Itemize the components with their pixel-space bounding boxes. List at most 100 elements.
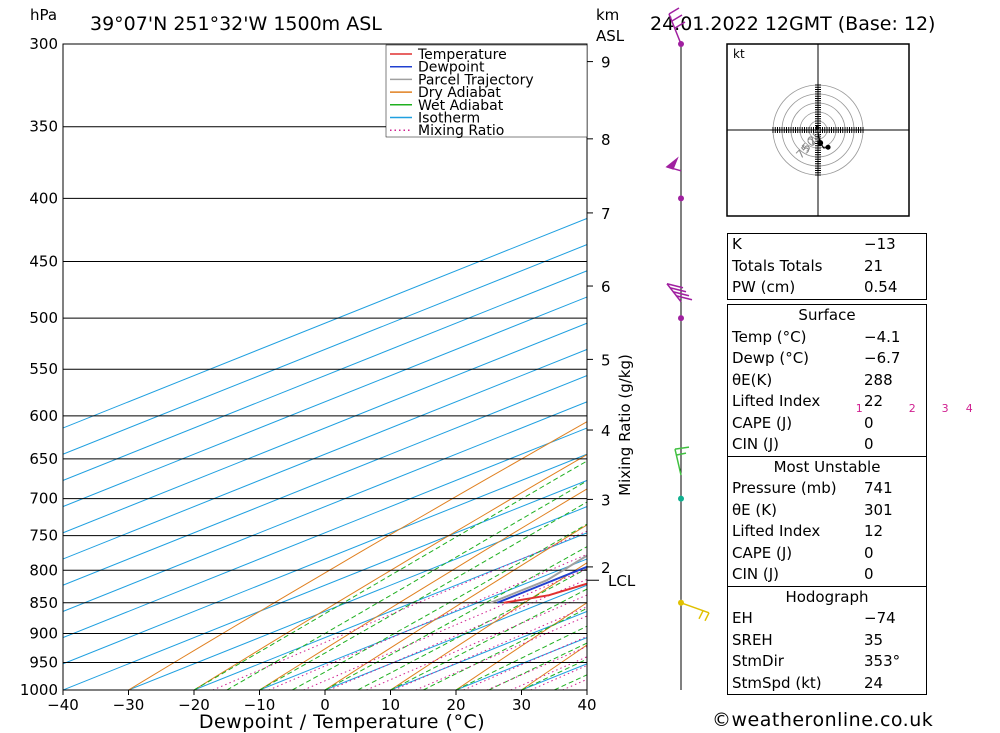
legend-entry: Dry Adiabat — [418, 85, 501, 101]
most-unstable-label: Pressure (mb) — [732, 479, 837, 497]
datetime-label: 24.01.2022 12GMT (Base: 12) — [650, 13, 935, 35]
legend-entry: Temperature — [417, 47, 507, 63]
most-unstable-value: 0 — [864, 565, 874, 583]
pressure-tick-label: 450 — [29, 253, 58, 271]
mixing-ratio-label: 3 — [942, 402, 949, 415]
mixing-ratio-label: 2 — [909, 402, 916, 415]
hodograph-rows: EH −74 SREH 35 StmDir 353° StmSpd (kt) 24 — [728, 608, 926, 694]
x-axis-title: Dewpoint / Temperature (°C) — [199, 711, 485, 733]
wind-barb — [665, 156, 682, 172]
temperature-tick-label: 0 — [320, 696, 330, 714]
most-unstable-row: CAPE (J) 0 — [728, 543, 926, 565]
wind-profile — [665, 7, 710, 690]
wind-barb-flag — [671, 14, 683, 22]
legend-entry: Parcel Trajectory — [418, 72, 534, 88]
wind-barb-feather — [666, 283, 684, 289]
wind-barb-feather — [704, 612, 710, 622]
most-unstable-rows: Pressure (mb) 741 θE (K) 301 Lifted Index 12 C… — [728, 478, 926, 586]
temperature-tick-label: 10 — [381, 696, 400, 714]
pressure-tick-label: 800 — [29, 561, 58, 579]
indices-rows: K −13 Totals Totals 21 PW (cm) 0.54 — [728, 234, 926, 299]
isotherm-line — [259, 558, 587, 690]
hodograph-stat-value: −74 — [864, 609, 896, 627]
wind-barb — [666, 283, 693, 303]
wet-adiabat-line — [324, 546, 587, 690]
km-tick-label: 6 — [601, 278, 611, 296]
hodograph-stat-value: 24 — [864, 673, 884, 692]
surface-value: 288 — [864, 370, 893, 389]
pressure-tick-label: 550 — [29, 360, 58, 378]
surface-value: −4.1 — [864, 327, 901, 346]
surface-row: CIN (J) 0 — [728, 434, 926, 456]
temperature-tick-label: −20 — [178, 696, 210, 714]
most-unstable-label: θE (K) — [732, 500, 777, 519]
km-tick-label: 9 — [601, 54, 611, 72]
surface-row: CAPE (J) 0 — [728, 413, 926, 435]
km-tick-label: 3 — [601, 491, 611, 509]
most-unstable-label: CIN (J) — [732, 565, 780, 583]
surface-title: Surface — [798, 306, 856, 324]
temperature-tick-label: −30 — [113, 696, 145, 714]
index-value: 21 — [864, 256, 884, 275]
hodograph-stat-label: SREH — [732, 630, 773, 649]
wet-adiabat-line — [193, 460, 587, 690]
wind-barb-feather — [698, 610, 704, 620]
surface-row: Lifted Index 22 — [728, 391, 926, 413]
legend-entry: Dewpoint — [418, 60, 485, 76]
surface-row: Temp (°C) −4.1 — [728, 327, 926, 349]
unit-hpa-label: hPa — [30, 6, 57, 24]
legend-entry: Mixing Ratio — [418, 123, 504, 139]
pressure-tick-label: 950 — [29, 653, 58, 671]
isotherm-line — [63, 479, 587, 690]
mixing-ratio-label: 4 — [966, 402, 973, 415]
wind-barb — [668, 7, 686, 45]
index-row: Totals Totals 21 — [728, 256, 926, 278]
hodograph-stat-label: StmDir — [732, 652, 784, 670]
hodograph-endpoint — [825, 144, 831, 150]
most-unstable-row: θE (K) 301 — [728, 500, 926, 522]
hodograph-table-title: Hodograph — [728, 585, 926, 609]
unit-asl-label: ASL — [596, 27, 625, 45]
wind-barb-feather — [675, 452, 687, 456]
wind-barb — [674, 446, 690, 476]
surface-rows: Temp (°C) −4.1 Dewp (°C) −6.7 θE(K) 288 Lifted… — [728, 327, 926, 456]
index-value: 0.54 — [864, 278, 898, 296]
chart-axes: hPa 39°07'N 251°32'W 1500m ASL km ASL 24.01.… — [20, 6, 973, 733]
legend-box — [385, 44, 588, 138]
most-unstable-value: 741 — [864, 479, 893, 497]
wind-barb — [680, 602, 710, 622]
surface-label: CAPE (J) — [732, 413, 793, 432]
dry-adiabat-line — [390, 562, 587, 690]
surface-label: Temp (°C) — [732, 327, 807, 346]
temperature-tick-label: −10 — [244, 696, 276, 714]
hodograph-stat-row: StmSpd (kt) 24 — [728, 673, 926, 695]
dry-adiabat-line — [915, 44, 1000, 690]
pressure-tick-label: 1000 — [20, 681, 58, 699]
surface-value: −6.7 — [864, 349, 901, 367]
hodograph-stat-label: EH — [732, 609, 753, 627]
dry-adiabat-line — [324, 524, 587, 690]
wind-barb-shaft — [668, 13, 682, 45]
surface-row: θE(K) 288 — [728, 370, 926, 392]
index-value: −13 — [864, 235, 896, 253]
temperature-tick-label: −40 — [47, 696, 79, 714]
wind-barb-pennant — [665, 156, 679, 170]
index-row: PW (cm) 0.54 — [728, 277, 926, 299]
isotherm-line — [63, 296, 587, 508]
pressure-tick-label: 650 — [29, 450, 58, 468]
pressure-tick-label: 700 — [29, 490, 58, 508]
wind-barb-shaft — [680, 602, 710, 614]
wind-barb-flag — [668, 7, 680, 15]
wind-level-dot — [678, 195, 684, 202]
isotherm-line — [63, 322, 587, 534]
surface-value: 22 — [864, 392, 884, 410]
km-tick-label: 8 — [601, 131, 611, 149]
index-label: PW (cm) — [732, 278, 796, 296]
legend-entry: Wet Adiabat — [418, 98, 504, 114]
wet-adiabat-line — [292, 523, 587, 690]
surface-label: Lifted Index — [732, 392, 821, 410]
copyright-footer: ©weatheronline.co.uk — [712, 709, 934, 731]
most-unstable-row: Pressure (mb) 741 — [728, 478, 926, 500]
isotherm-line — [63, 453, 587, 665]
